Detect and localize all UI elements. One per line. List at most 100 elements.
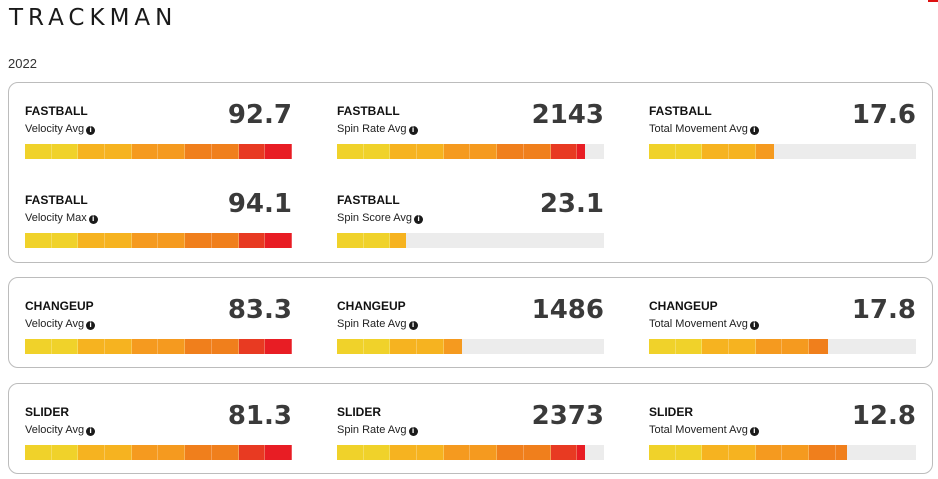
info-icon[interactable]: i bbox=[88, 215, 98, 224]
bar-segment bbox=[265, 445, 292, 460]
bar-segment bbox=[675, 445, 703, 460]
info-icon[interactable]: i bbox=[86, 427, 96, 436]
pitch-type: SLIDER bbox=[337, 405, 382, 419]
bar-segment bbox=[675, 144, 703, 159]
metric-value: 2143 bbox=[531, 100, 604, 130]
percentile-bar-fill bbox=[25, 233, 292, 248]
bar-segment bbox=[265, 339, 292, 354]
bar-segment bbox=[78, 445, 106, 460]
bar-segment bbox=[131, 233, 159, 248]
metric-card: CHANGEUP Total Movement Avg i 17.8 bbox=[649, 295, 916, 359]
percentile-bar bbox=[337, 233, 604, 248]
bar-segment bbox=[211, 233, 239, 248]
info-icon[interactable]: i bbox=[86, 126, 96, 135]
metric-value: 17.8 bbox=[851, 295, 916, 325]
bar-segment bbox=[390, 144, 418, 159]
bar-segment bbox=[105, 339, 132, 354]
percentile-bar-fill bbox=[649, 144, 775, 159]
bar-segment bbox=[755, 144, 775, 159]
bar-segment bbox=[238, 445, 266, 460]
metric-card: FASTBALL Total Movement Avg i 17.6 bbox=[649, 100, 916, 164]
percentile-bar bbox=[25, 233, 292, 248]
info-icon[interactable]: i bbox=[414, 215, 424, 224]
bar-segment bbox=[729, 144, 756, 159]
info-icon[interactable]: i bbox=[408, 126, 418, 135]
metric-label: Velocity Max i bbox=[25, 212, 98, 224]
bar-segment bbox=[729, 445, 756, 460]
pitch-type: SLIDER bbox=[25, 405, 70, 419]
bar-segment bbox=[337, 233, 364, 248]
metric-card: FASTBALL Velocity Avg i 92.7 bbox=[25, 100, 292, 164]
info-icon[interactable]: i bbox=[749, 126, 759, 135]
info-icon[interactable]: i bbox=[749, 427, 759, 436]
bar-segment bbox=[337, 339, 364, 354]
pitch-type: FASTBALL bbox=[337, 193, 400, 207]
metric-value: 1486 bbox=[531, 295, 604, 325]
bar-segment bbox=[363, 233, 391, 248]
info-icon[interactable]: i bbox=[749, 321, 759, 330]
pitch-type: CHANGEUP bbox=[25, 299, 94, 313]
metric-value: 12.8 bbox=[851, 401, 916, 431]
bar-segment bbox=[390, 233, 407, 248]
bar-segment bbox=[649, 144, 676, 159]
bar-segment bbox=[363, 339, 391, 354]
bar-segment bbox=[417, 445, 444, 460]
metric-label-text: Velocity Avg bbox=[25, 318, 85, 330]
pitch-type: FASTBALL bbox=[649, 104, 712, 118]
bar-segment bbox=[185, 339, 212, 354]
bar-segment bbox=[443, 339, 463, 354]
metric-label: Total Movement Avg i bbox=[649, 318, 759, 330]
info-icon[interactable]: i bbox=[408, 427, 418, 436]
percentile-bar bbox=[25, 445, 292, 460]
bar-segment bbox=[649, 445, 676, 460]
bar-segment bbox=[211, 339, 239, 354]
info-icon[interactable]: i bbox=[86, 321, 96, 330]
bar-segment bbox=[497, 445, 524, 460]
bar-segment bbox=[417, 339, 444, 354]
bar-segment bbox=[809, 445, 836, 460]
pitch-type: CHANGEUP bbox=[649, 299, 718, 313]
bar-segment bbox=[25, 445, 52, 460]
bar-segment bbox=[702, 339, 730, 354]
bar-segment bbox=[363, 144, 391, 159]
percentile-bar-fill bbox=[25, 445, 292, 460]
bar-segment bbox=[363, 445, 391, 460]
bar-segment bbox=[417, 144, 444, 159]
metric-label-text: Spin Rate Avg bbox=[337, 318, 407, 330]
slider-panel: SLIDER Velocity Avg i 81.3 SLIDER Spin Ra… bbox=[8, 383, 933, 474]
metric-label: Spin Score Avg i bbox=[337, 212, 424, 224]
metric-value: 83.3 bbox=[227, 295, 292, 325]
percentile-bar-fill bbox=[337, 144, 586, 159]
bar-segment bbox=[755, 339, 783, 354]
bar-segment bbox=[158, 339, 186, 354]
bar-segment bbox=[51, 445, 79, 460]
bar-segment bbox=[265, 233, 292, 248]
percentile-bar bbox=[337, 144, 604, 159]
bar-segment bbox=[105, 233, 132, 248]
bar-segment bbox=[337, 445, 364, 460]
percentile-bar-fill bbox=[649, 339, 828, 354]
info-icon[interactable]: i bbox=[408, 321, 418, 330]
metric-label-text: Total Movement Avg bbox=[649, 318, 748, 330]
pitch-type: SLIDER bbox=[649, 405, 694, 419]
percentile-bar bbox=[25, 339, 292, 354]
bar-segment bbox=[835, 445, 847, 460]
bar-segment bbox=[131, 445, 159, 460]
bar-segment bbox=[211, 445, 239, 460]
bar-segment bbox=[729, 339, 756, 354]
bar-segment bbox=[78, 144, 106, 159]
metric-value: 92.7 bbox=[227, 100, 292, 130]
metric-label-text: Velocity Avg bbox=[25, 424, 85, 436]
pitch-type: FASTBALL bbox=[25, 104, 88, 118]
bar-segment bbox=[550, 144, 578, 159]
bar-segment bbox=[238, 144, 266, 159]
bar-segment bbox=[443, 445, 471, 460]
metric-label: Velocity Avg i bbox=[25, 123, 96, 135]
percentile-bar-fill bbox=[649, 445, 847, 460]
bar-segment bbox=[185, 233, 212, 248]
metric-card: CHANGEUP Spin Rate Avg i 1486 bbox=[337, 295, 604, 359]
changeup-panel: CHANGEUP Velocity Avg i 83.3 CHANGEUP Spi… bbox=[8, 277, 933, 368]
metric-label-text: Spin Rate Avg bbox=[337, 424, 407, 436]
bar-segment bbox=[211, 144, 239, 159]
metric-card: SLIDER Total Movement Avg i 12.8 bbox=[649, 401, 916, 465]
